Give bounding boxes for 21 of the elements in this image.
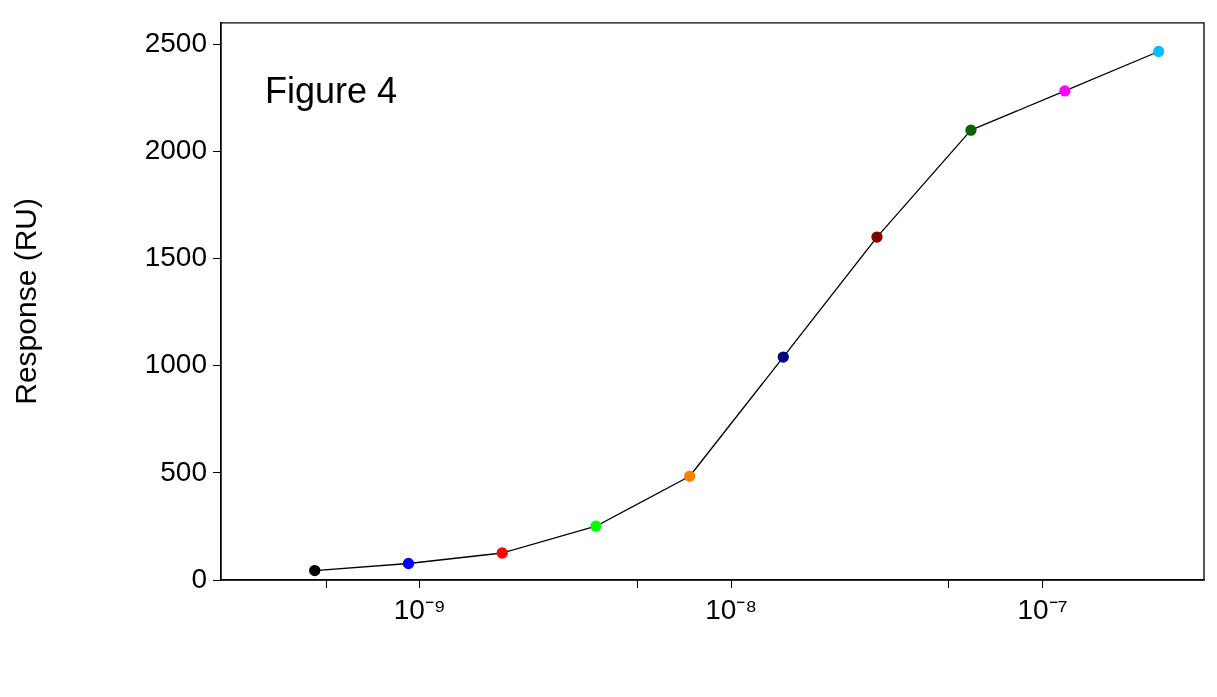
- x-tick-label: 10⁻⁹: [393, 593, 446, 625]
- point: [871, 231, 883, 243]
- point: [496, 547, 508, 559]
- point: [1059, 85, 1071, 97]
- y-tick-label: 2000: [144, 134, 207, 166]
- y-tick-label: 1000: [144, 348, 207, 380]
- x-tick-label: 10⁻⁷: [1017, 593, 1068, 625]
- point: [1153, 45, 1165, 58]
- point: [965, 124, 977, 136]
- y-tick-label: 1500: [144, 241, 207, 273]
- y-tick-label: 2500: [144, 26, 207, 58]
- y-tick-label: 0: [191, 562, 207, 594]
- annotation: Figure 4: [265, 69, 398, 111]
- point: [777, 351, 789, 363]
- y-axis-title: Response (RU): [9, 198, 43, 405]
- point: [684, 470, 696, 482]
- y-tick-label: 500: [160, 455, 207, 487]
- point: [402, 557, 415, 570]
- point: [309, 564, 321, 577]
- x-tick-label: 10⁻⁸: [705, 593, 758, 625]
- point: [590, 520, 602, 532]
